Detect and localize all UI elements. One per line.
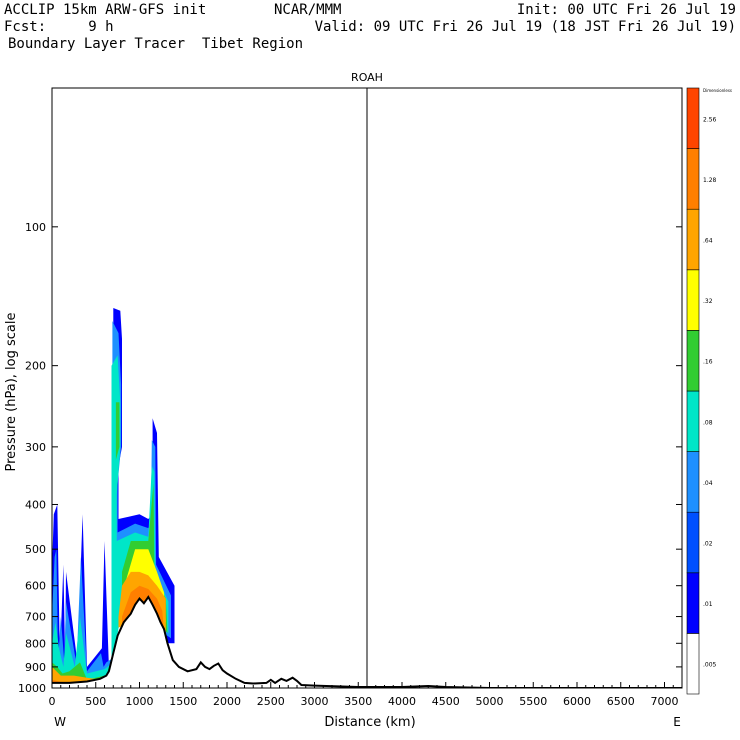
x-tick-label-0: 0 (49, 695, 56, 708)
legend-label-1.28: 1.28 (703, 177, 717, 184)
y-tick-label-500: 500 (25, 543, 46, 556)
legend-swatch-2.56 (686, 87, 700, 149)
x-axis-east-label: E (673, 715, 681, 729)
x-tick-label-3500: 3500 (344, 695, 372, 708)
legend-label-.08: .08 (703, 419, 713, 426)
legend-label-.16: .16 (703, 359, 713, 366)
legend-title: Dimensionless (703, 88, 732, 93)
legend-label-.02: .02 (703, 541, 713, 548)
x-tick-label-2000: 2000 (213, 695, 241, 708)
terrain-profile (52, 595, 682, 688)
header-forecast-hour: Fcst: 9 h (4, 19, 114, 35)
header-valid-time: Valid: 09 UTC Fri 26 Jul 19 (18 JST Fri … (314, 19, 736, 35)
y-tick-label-300: 300 (25, 441, 46, 454)
x-axis: 0 500 1000 1500 2000 2500 3000 3500 4000 4500 5000… (49, 682, 679, 708)
header-field-name: Boundary Layer Tracer Tibet Region (8, 36, 304, 52)
y-axis: 100 200 300 400 500 600 700 800 900 1000 (18, 221, 682, 695)
legend-swatch-1.28 (686, 148, 700, 210)
x-tick-label-3000: 3000 (301, 695, 329, 708)
legend-swatch-.08 (686, 390, 700, 452)
terrain-line (52, 595, 682, 688)
legend-swatch-.02 (686, 511, 700, 574)
header-title-left: ACCLIP 15km ARW-GFS init (4, 2, 207, 18)
y-tick-label-200: 200 (25, 360, 46, 373)
x-tick-label-4000: 4000 (388, 695, 416, 708)
legend-label-.01: .01 (703, 601, 713, 608)
x-tick-label-1000: 1000 (126, 695, 154, 708)
tracer-region-.16-4 (115, 402, 120, 460)
x-tick-label-4500: 4500 (432, 695, 460, 708)
x-tick-label-7000: 7000 (651, 695, 679, 708)
x-tick-label-500: 500 (85, 695, 106, 708)
x-tick-label-6500: 6500 (607, 695, 635, 708)
y-tick-label-900: 900 (25, 661, 46, 674)
legend-swatch-.005 (686, 633, 700, 695)
x-tick-label-6000: 6000 (563, 695, 591, 708)
legend-swatch-.16 (686, 330, 700, 392)
chart-title: ROAH (351, 71, 383, 84)
x-tick-label-5500: 5500 (519, 695, 547, 708)
y-tick-label-100: 100 (25, 221, 46, 234)
x-tick-label-2500: 2500 (257, 695, 285, 708)
y-tick-label-400: 400 (25, 498, 46, 511)
legend-swatch-.01 (686, 572, 700, 634)
y-tick-label-600: 600 (25, 580, 46, 593)
y-tick-label-700: 700 (25, 611, 46, 624)
legend-label-2.56: 2.56 (703, 116, 717, 123)
legend-swatch-.64 (686, 208, 700, 271)
x-axis-west-label: W (54, 715, 66, 729)
y-tick-label-1000: 1000 (18, 682, 46, 695)
legend-swatch-.04 (686, 451, 700, 513)
legend-label-.005: .005 (703, 662, 717, 669)
header-title-center: NCAR/MMM (274, 2, 342, 18)
y-axis-label: Pressure (hPa), log scale (4, 313, 19, 472)
y-tick-label-800: 800 (25, 637, 46, 650)
terrain-fill (52, 597, 682, 688)
x-tick-label-1500: 1500 (169, 695, 197, 708)
legend-label-.04: .04 (703, 480, 713, 487)
x-axis-label: Distance (km) (324, 715, 415, 730)
color-legend: .005 .01 .02 .04 .08 .16 .32 .64 1.28 2.56 Dimensi… (686, 87, 732, 695)
x-tick-label-5000: 5000 (476, 695, 504, 708)
legend-swatch-.32 (686, 269, 700, 331)
header-init-time: Init: 00 UTC Fri 26 Jul 19 (516, 2, 736, 18)
legend-label-.64: .64 (703, 238, 713, 245)
legend-label-.32: .32 (703, 298, 713, 305)
